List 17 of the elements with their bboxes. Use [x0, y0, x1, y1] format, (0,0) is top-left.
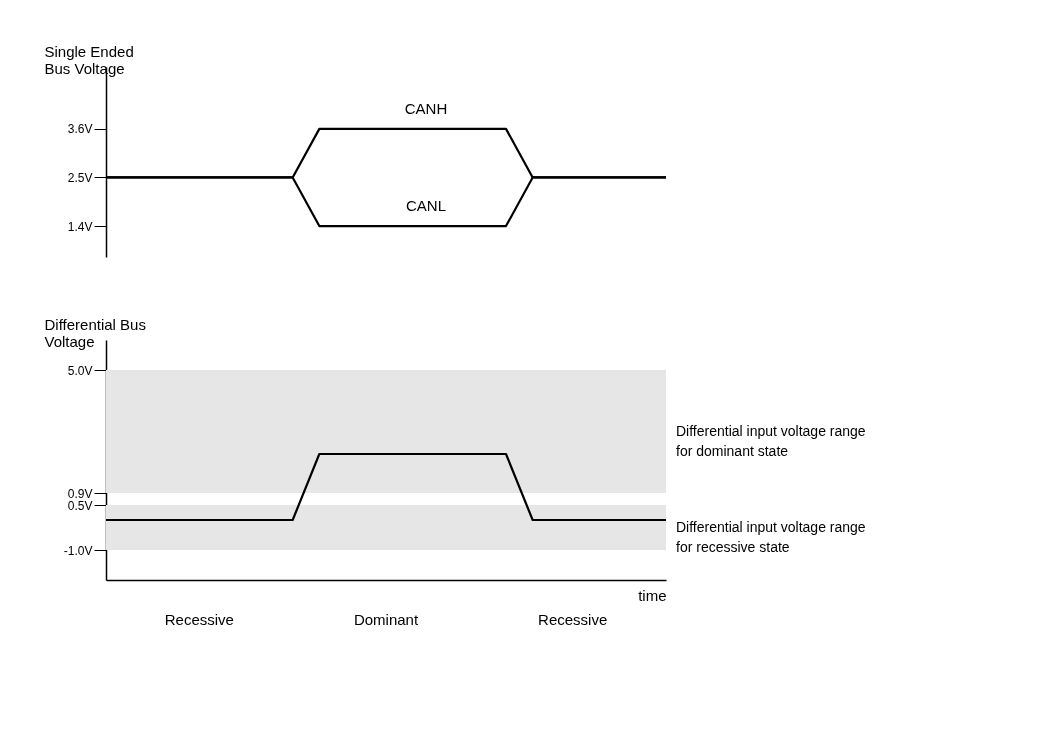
x-axis-title: time — [638, 586, 667, 604]
series-label: CANL — [405, 197, 447, 215]
text: Recessive — [164, 611, 234, 628]
text: Recessive — [538, 611, 608, 628]
y-tick-label: 2.5V — [67, 170, 93, 185]
y-tick-label: 0.9V — [67, 486, 93, 501]
y-tick-label: -1.0V — [63, 543, 93, 558]
y-axis-title: Differential Bus Voltage — [44, 315, 146, 350]
y-tick-label: 3.6V — [67, 122, 93, 137]
text: Dominant — [353, 611, 419, 628]
band-label: Differential input voltage range for recessive state — [676, 518, 866, 555]
y-tick-label: 1.4V — [67, 219, 93, 234]
y-axis-title: Single Ended Bus Voltage — [44, 42, 134, 77]
y-tick-label: 5.0V — [67, 363, 93, 378]
y-tick-label: 0.5V — [67, 498, 93, 513]
band-label: Differential input voltage range for dominant state — [676, 422, 866, 459]
series-label: CANH — [404, 99, 448, 117]
